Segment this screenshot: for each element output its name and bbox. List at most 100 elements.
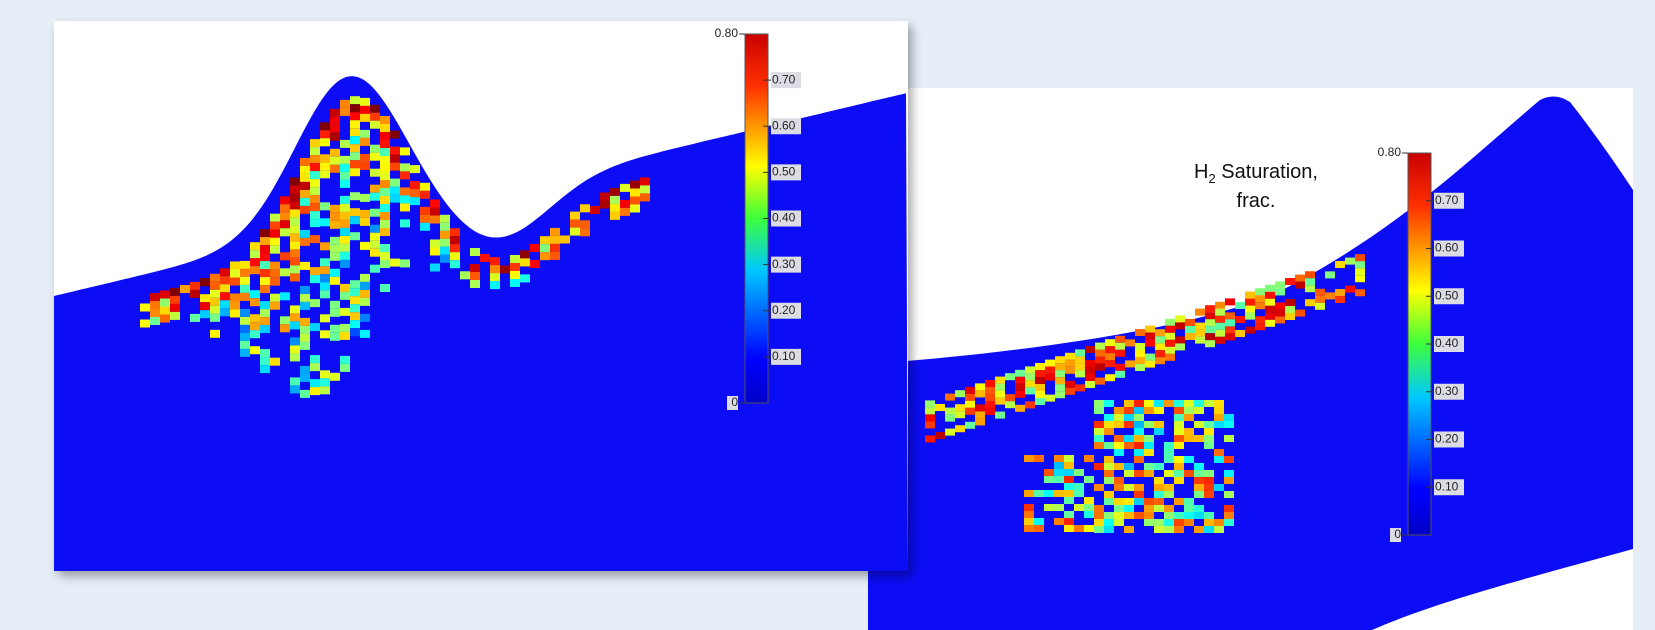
cell <box>1145 340 1155 347</box>
cell <box>270 238 280 246</box>
cell <box>1134 498 1144 505</box>
cell <box>610 196 620 204</box>
cell <box>1135 364 1145 371</box>
cell <box>320 282 330 290</box>
cell <box>370 249 380 257</box>
cell <box>300 190 310 198</box>
cell <box>1154 477 1164 484</box>
cell <box>1054 455 1064 462</box>
cell <box>1305 299 1315 306</box>
cell <box>430 240 440 248</box>
cell <box>1094 463 1104 470</box>
cell <box>290 209 300 217</box>
cell <box>230 270 240 278</box>
cell <box>945 408 955 415</box>
cell <box>925 414 935 421</box>
cell <box>450 260 460 268</box>
cell <box>925 435 935 442</box>
cell <box>340 100 350 108</box>
cell <box>1064 455 1074 462</box>
cell <box>340 236 350 244</box>
cell <box>1184 470 1194 477</box>
cell <box>955 404 965 411</box>
cell <box>965 394 975 401</box>
cell <box>280 324 290 332</box>
cell <box>1085 374 1095 381</box>
cell <box>1025 387 1035 394</box>
cell <box>1075 384 1085 391</box>
cell <box>350 232 360 240</box>
cell <box>320 330 330 338</box>
cell <box>1355 261 1365 268</box>
cell <box>1224 505 1234 512</box>
cell <box>1184 400 1194 407</box>
cell <box>1035 398 1045 405</box>
cell <box>1345 258 1355 265</box>
cell <box>1214 400 1224 407</box>
cell <box>1005 401 1015 408</box>
cell <box>925 400 935 407</box>
cell <box>1114 414 1124 421</box>
cell <box>1114 512 1124 519</box>
cell <box>360 98 370 106</box>
cell <box>1154 519 1164 526</box>
cell <box>340 140 350 148</box>
cell <box>1024 518 1034 525</box>
cell <box>1154 491 1164 498</box>
cell <box>470 280 480 288</box>
cell <box>1115 336 1125 343</box>
cell <box>330 245 340 253</box>
cell <box>350 120 360 128</box>
cell <box>450 252 460 260</box>
cell <box>1215 309 1225 316</box>
cell <box>1174 400 1184 407</box>
cell <box>400 187 410 195</box>
cell <box>330 373 340 381</box>
cell <box>320 386 330 394</box>
cell <box>380 212 390 220</box>
cell <box>1115 343 1125 350</box>
cell <box>995 377 1005 384</box>
cell <box>1054 504 1064 511</box>
cell <box>1204 421 1214 428</box>
cell <box>210 330 220 338</box>
cell <box>370 241 380 249</box>
cell <box>350 304 360 312</box>
cell <box>340 108 350 116</box>
cell <box>1084 497 1094 504</box>
cell <box>1255 288 1265 295</box>
cell <box>250 314 260 322</box>
cell <box>1055 356 1065 363</box>
cell <box>330 109 340 117</box>
cell <box>1205 326 1215 333</box>
cell <box>320 122 330 130</box>
cell <box>1224 519 1234 526</box>
cell <box>1054 462 1064 469</box>
cell <box>925 421 935 428</box>
cell <box>270 222 280 230</box>
cell <box>610 212 620 220</box>
cell <box>600 193 610 201</box>
cell <box>1175 343 1185 350</box>
cell <box>380 148 390 156</box>
cell <box>1084 504 1094 511</box>
cell <box>170 312 180 320</box>
cell <box>1214 519 1224 526</box>
cell <box>1225 326 1235 333</box>
cell <box>360 154 370 162</box>
cell <box>1225 333 1235 340</box>
cell <box>490 257 500 265</box>
cell <box>1224 512 1234 519</box>
cell <box>1174 463 1184 470</box>
cell <box>1055 384 1065 391</box>
cell <box>630 181 640 189</box>
cell <box>380 284 390 292</box>
cell <box>1124 463 1134 470</box>
cell <box>1105 360 1115 367</box>
cell <box>260 253 270 261</box>
cell <box>350 288 360 296</box>
cell <box>340 292 350 300</box>
cell <box>1134 435 1144 442</box>
cell <box>1325 271 1335 278</box>
cell <box>430 248 440 256</box>
